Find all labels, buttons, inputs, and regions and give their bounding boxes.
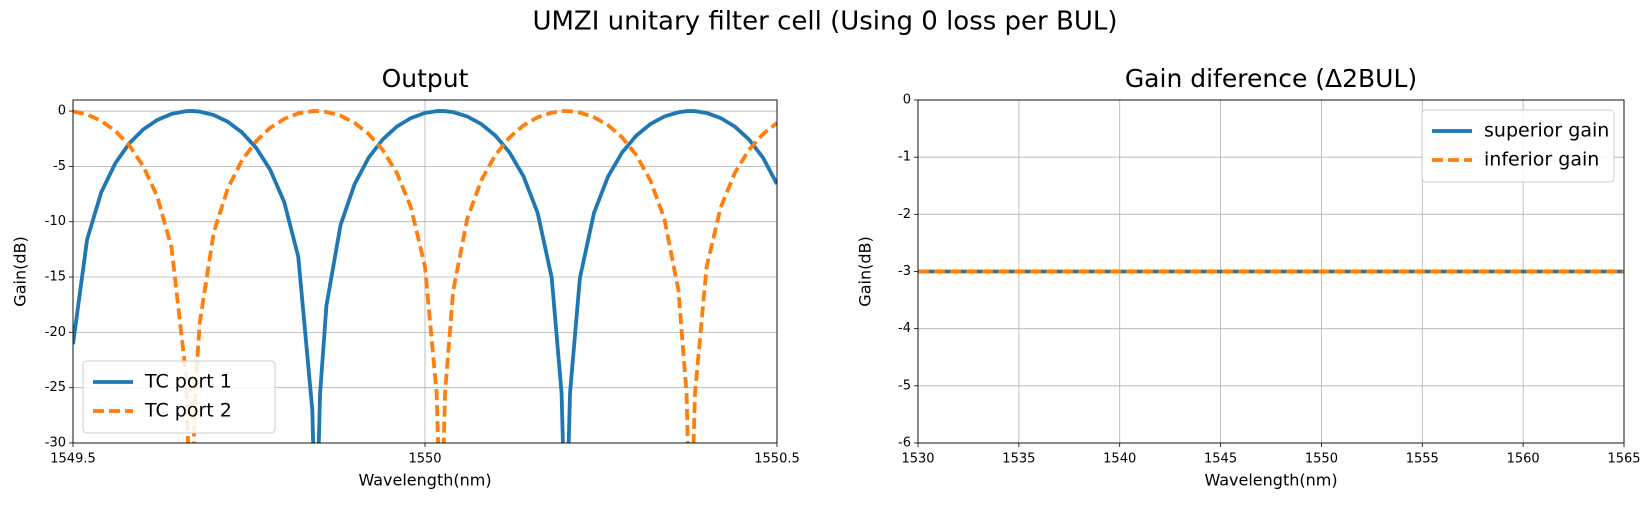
- x-tick-label: 1550: [408, 452, 441, 467]
- x-tick-label: 1550: [1305, 452, 1338, 467]
- y-tick-label: -30: [45, 436, 66, 451]
- x-tick-label: 1549.5: [50, 452, 96, 467]
- x-tick-label: 1545: [1204, 452, 1237, 467]
- x-tick-label: 1540: [1103, 452, 1136, 467]
- y-tick-label: -2: [898, 207, 911, 222]
- legend-label: TC port 1: [144, 371, 232, 393]
- y-tick-label: -5: [53, 159, 66, 174]
- legend-box: [1421, 109, 1615, 183]
- y-tick-label: -3: [898, 264, 911, 279]
- x-axis-label: Wavelength(nm): [1204, 471, 1337, 490]
- y-axis-label: Gain(dB): [856, 236, 875, 306]
- y-tick-label: 0: [58, 104, 66, 119]
- y-tick-label: -6: [898, 436, 911, 451]
- x-tick-label: 1535: [1002, 452, 1035, 467]
- y-tick-label: -5: [898, 378, 911, 393]
- x-axis-label: Wavelength(nm): [358, 471, 491, 490]
- legend-label: TC port 2: [144, 400, 232, 422]
- series-line: [73, 109, 777, 443]
- series-line: [73, 109, 777, 443]
- y-tick-label: -20: [45, 325, 66, 340]
- legend-box: [82, 360, 276, 434]
- y-tick-label: -4: [898, 321, 911, 336]
- x-tick-label: 1530: [901, 452, 934, 467]
- y-tick-label: -10: [45, 214, 66, 229]
- axes-frame: [917, 99, 1625, 444]
- y-tick-label: -25: [45, 380, 66, 395]
- y-tick-label: -15: [45, 270, 66, 285]
- x-tick-label: 1550.5: [754, 452, 800, 467]
- x-tick-label: 1560: [1507, 452, 1540, 467]
- x-tick-label: 1565: [1607, 452, 1640, 467]
- legend-label: inferior gain: [1484, 149, 1599, 171]
- legend-label: superior gain: [1484, 120, 1609, 142]
- subplot-title: Gain diference (Δ2BUL): [1125, 64, 1417, 93]
- y-axis-label: Gain(dB): [11, 236, 30, 306]
- x-tick-label: 1555: [1406, 452, 1439, 467]
- y-tick-label: 0: [903, 93, 911, 108]
- figure-title: UMZI unitary filter cell (Using 0 loss p…: [532, 7, 1117, 37]
- y-tick-label: -1: [898, 150, 911, 165]
- subplot-title: Output: [382, 64, 469, 93]
- axes-frame: [72, 99, 778, 444]
